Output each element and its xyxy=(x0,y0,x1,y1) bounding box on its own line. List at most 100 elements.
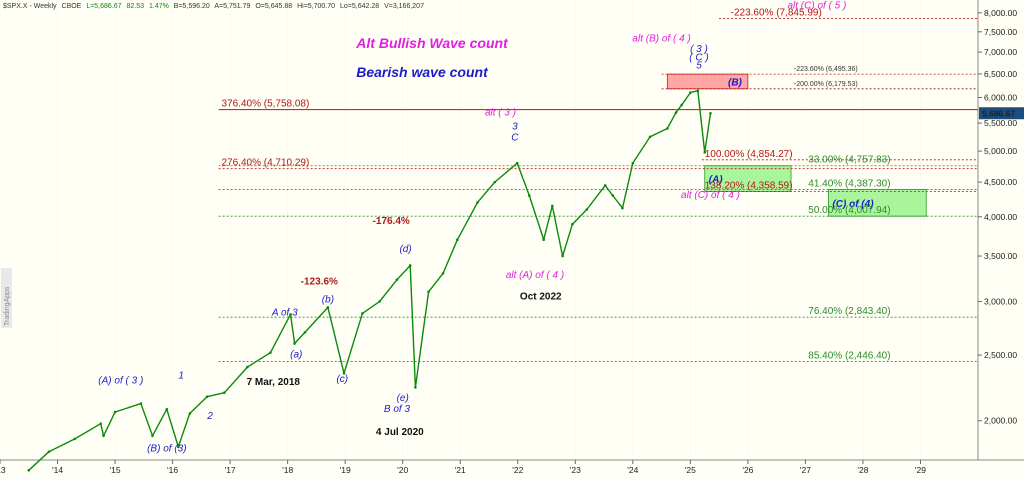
watermark: TradingApps xyxy=(1,268,12,328)
header-change: 82.53 xyxy=(127,3,145,10)
price-point xyxy=(456,238,459,242)
price-point xyxy=(414,386,417,389)
price-point xyxy=(709,111,712,115)
price-point xyxy=(674,111,678,114)
annotation-label: 4 Jul 2020 xyxy=(376,427,424,438)
fib-label: 76.40% (2,843.40) xyxy=(808,306,890,317)
current-price-label: 5,686.67 xyxy=(982,108,1015,118)
price-point xyxy=(188,412,192,415)
zone-label: (B) xyxy=(728,77,743,88)
x-tick-label: '22 xyxy=(512,465,523,475)
price-point xyxy=(408,264,412,267)
annotation-label: A of 3 xyxy=(271,307,298,318)
price-point xyxy=(361,312,364,315)
header-exchange: CBOE xyxy=(62,3,82,10)
x-tick-label: '25 xyxy=(685,465,696,475)
annotation-label: alt (C) of ( 4 ) xyxy=(681,190,740,201)
zone-red xyxy=(666,73,749,90)
fib-label: 33.00% (4,757.83) xyxy=(808,155,890,166)
x-tick-label: '20 xyxy=(397,465,408,475)
y-tick-label: 3,000.00 xyxy=(984,296,1017,306)
annotation-label: B of 3 xyxy=(384,404,411,415)
price-point xyxy=(680,103,684,107)
annotation-layer: alt (C) of ( 5 ) alt (B) of ( 4 )( 3 )( C… xyxy=(98,0,846,454)
price-point xyxy=(165,407,169,411)
annotation-label: -176.4% xyxy=(373,216,410,227)
y-tick-label: 4,000.00 xyxy=(984,212,1017,222)
x-tick-layer: '13 '14 '15 '16 '17 '18 '19 '20 '21 '22 '23 '24 '25 '… xyxy=(0,460,926,475)
price-point xyxy=(550,204,554,208)
annotation-label: (A) of ( 3 ) xyxy=(98,375,143,386)
header-open: O=5,645.88 xyxy=(255,3,292,10)
header-high: Hi=5,700.70 xyxy=(297,3,335,10)
price-point xyxy=(515,161,519,165)
price-point xyxy=(205,395,209,399)
header-bid: B=5,596.20 xyxy=(174,3,210,10)
x-tick-label: '24 xyxy=(627,465,638,475)
y-tick-label: 7,000.00 xyxy=(984,47,1017,57)
fib-label: 100.00% (4,854.27) xyxy=(705,149,793,160)
zone-green xyxy=(828,189,927,217)
x-tick-label: '29 xyxy=(915,465,926,475)
price-point xyxy=(493,180,497,184)
fib-label: 85.40% (2,446.40) xyxy=(808,350,890,361)
annotation-label: (d) xyxy=(399,244,411,255)
x-tick-label: '19 xyxy=(340,465,351,475)
x-tick-label: '28 xyxy=(857,465,868,475)
y-tick-label: 4,500.00 xyxy=(984,177,1017,187)
price-point xyxy=(27,468,31,472)
fib-label: -223.60% (7,845.99) xyxy=(731,8,822,19)
price-point xyxy=(542,238,545,242)
header-last: L=5,686.67 xyxy=(86,3,121,10)
y-tick-label: 3,500.00 xyxy=(984,251,1017,261)
price-point xyxy=(395,278,399,281)
annotation-label: (c) xyxy=(336,374,348,385)
price-point xyxy=(326,306,330,309)
y-tick-layer: 2,000.00 2,500.00 3,000.00 3,500.00 4,000.00… xyxy=(978,8,1024,426)
annotation-label: 1 xyxy=(178,370,184,381)
price-point xyxy=(303,331,307,334)
price-point xyxy=(113,410,117,414)
price-point xyxy=(689,91,692,94)
x-tick-label: '13 xyxy=(0,465,6,475)
fib-label: 376.40% (5,758.08) xyxy=(221,99,309,110)
price-point xyxy=(631,161,635,165)
annotation-label: 7 Mar, 2018 xyxy=(247,377,301,388)
y-tick-label: 6,500.00 xyxy=(984,69,1017,79)
x-tick-label: '18 xyxy=(282,465,293,475)
annotation-label: -123.6% xyxy=(301,276,338,287)
annotation-label: (a) xyxy=(290,349,302,360)
x-tick-label: '21 xyxy=(455,465,466,475)
zone-label: (A) xyxy=(709,175,724,186)
annotation-label: (e) xyxy=(397,393,409,404)
price-layer xyxy=(27,89,712,472)
x-tick-label: '17 xyxy=(225,465,236,475)
header-volume: V=3,166,207 xyxy=(384,3,424,10)
price-point xyxy=(269,351,272,355)
title-bearish: Bearish wave count xyxy=(356,64,489,80)
price-point xyxy=(696,89,700,92)
fib-label: 50.00% (4,007.94) xyxy=(808,205,890,216)
annotation-label: ( 3 ) xyxy=(690,44,708,55)
price-point xyxy=(603,184,607,187)
price-point xyxy=(427,290,430,294)
zone-layer: (B) (A) (C) of (4) xyxy=(666,73,927,217)
header-ask: A=5,751.79 xyxy=(214,3,250,10)
y-tick-label: 2,000.00 xyxy=(984,416,1017,426)
price-point xyxy=(378,300,381,303)
annotation-label: C xyxy=(511,133,519,144)
x-tick-label: '16 xyxy=(167,465,178,475)
price-point xyxy=(293,342,296,345)
price-point xyxy=(139,402,143,405)
y-tick-label: 5,000.00 xyxy=(984,146,1017,156)
annotation-label: 2 xyxy=(206,411,213,422)
header-change-pct: 1.47% xyxy=(149,3,169,10)
price-point xyxy=(289,313,292,316)
fib-label: -223.60% (6,495.36) xyxy=(794,66,858,73)
current-price-box xyxy=(979,107,1024,120)
header-bar: $SPX.X - Weekly CBOE L=5,686.67 82.53 1.… xyxy=(0,0,424,10)
price-point xyxy=(102,434,105,438)
price-point xyxy=(561,254,564,258)
y-tick-label: 6,000.00 xyxy=(984,92,1017,102)
